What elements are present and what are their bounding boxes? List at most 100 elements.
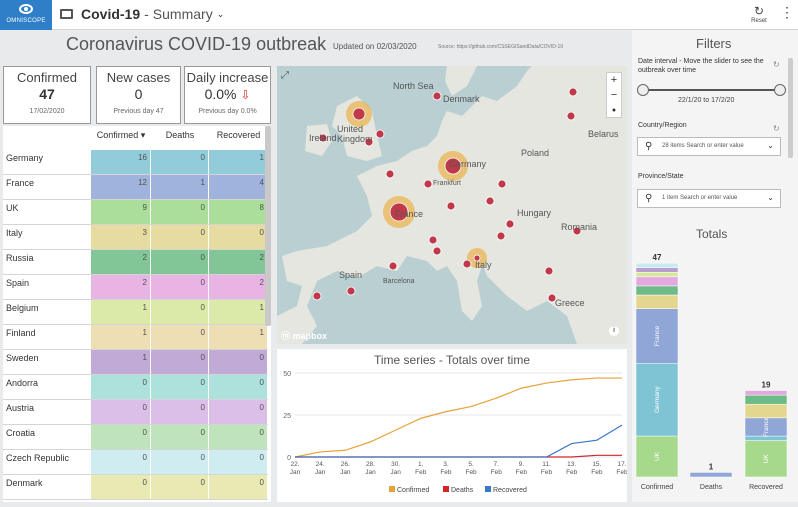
date-slider-track[interactable] — [643, 89, 781, 91]
bar-segment-other[interactable] — [635, 262, 679, 268]
bar-segment-uk[interactable] — [744, 440, 788, 478]
map-label: Greece — [555, 298, 585, 308]
bar-segment-france[interactable] — [689, 472, 733, 478]
bar-segment-germany[interactable] — [635, 363, 679, 437]
time-series-chart[interactable]: 0255022.Jan24.Jan26.Jan28.Jan30.Jan1.Feb… — [277, 349, 628, 502]
x-tick-label: 7. — [494, 461, 500, 468]
deaths-cell: 1 — [151, 175, 209, 199]
refresh-icon[interactable]: ↻ — [773, 124, 780, 133]
project-title[interactable]: Covid-19 - Summary ⌄ — [60, 6, 224, 22]
country-bubble[interactable] — [485, 196, 495, 206]
province-select[interactable]: ⚲ 1 item Search or enter value ⌄ — [637, 189, 781, 208]
country-bubble[interactable] — [462, 259, 472, 269]
country-name: Finland — [6, 328, 36, 338]
series-line-recovered[interactable] — [295, 424, 623, 458]
filters-title: Filters — [696, 36, 732, 51]
legend-swatch — [389, 486, 395, 492]
col-confirmed[interactable]: Confirmed ▾ — [91, 130, 151, 148]
kpi-new-cases: New cases 0 Previous day 47 — [96, 66, 181, 124]
country-bubble[interactable] — [352, 107, 366, 121]
table-row[interactable]: Austria 0 0 0 — [3, 400, 268, 425]
table-row[interactable]: Croatia 0 0 0 — [3, 425, 268, 450]
bar-segment-uk[interactable] — [635, 435, 679, 478]
map-label: Frankfurt — [433, 180, 462, 187]
legend-label[interactable]: Recovered — [493, 487, 527, 494]
country-bubble[interactable] — [568, 87, 578, 97]
page-subtitle: Summary — [152, 6, 213, 22]
refresh-icon[interactable]: ↻ — [773, 60, 780, 69]
country-bubble[interactable] — [346, 286, 356, 296]
country-bubble[interactable] — [446, 201, 456, 211]
slider-start-handle[interactable] — [637, 84, 649, 96]
table-row[interactable]: Germany 16 0 1 — [3, 150, 268, 175]
zoom-in-button[interactable]: + — [610, 74, 618, 86]
table-row[interactable]: Italy 3 0 0 — [3, 225, 268, 250]
country-bubble[interactable] — [544, 266, 554, 276]
slider-end-handle[interactable] — [774, 84, 786, 96]
omniscope-logo[interactable]: OMNISCOPE — [0, 0, 52, 30]
recovered-cell: 2 — [209, 275, 268, 299]
more-menu-icon[interactable]: ⋮ — [780, 4, 794, 20]
x-tick-label: 26. — [341, 461, 350, 468]
x-tick-label: 30. — [391, 461, 400, 468]
reset-button[interactable]: ↻ Reset — [748, 4, 770, 24]
table-row[interactable]: Finland 1 0 1 — [3, 325, 268, 350]
bar-segment-other[interactable] — [744, 403, 788, 419]
expand-icon[interactable]: ⤢ — [281, 70, 289, 81]
country-bubble[interactable] — [385, 169, 395, 179]
country-bubble[interactable] — [428, 235, 438, 245]
country-bubble[interactable] — [388, 261, 398, 271]
col-recovered[interactable]: Recovered — [216, 130, 261, 140]
country-bubble[interactable] — [497, 179, 507, 189]
table-row[interactable]: Denmark 0 0 0 — [3, 475, 268, 500]
country-select[interactable]: ⚲ 28 items Search or enter value ⌄ — [637, 137, 781, 156]
country-bubble[interactable] — [444, 157, 462, 175]
table-row[interactable]: Sweden 1 0 0 — [3, 350, 268, 375]
country-bubble[interactable] — [473, 254, 481, 262]
bar-segment-other[interactable] — [635, 276, 679, 287]
filters-scrollbar[interactable] — [788, 58, 793, 158]
country-bubble[interactable] — [375, 129, 385, 139]
table-row[interactable]: Andorra 0 0 0 — [3, 375, 268, 400]
series-line-confirmed[interactable] — [294, 377, 622, 458]
bar-segment-other[interactable] — [635, 285, 679, 296]
arrow-down-icon: ⇩ — [240, 88, 251, 102]
table-row[interactable]: Belgium 1 0 1 — [3, 300, 268, 325]
country-bubble[interactable] — [432, 246, 442, 256]
legend-label[interactable]: Confirmed — [397, 487, 429, 494]
bar-segment-other[interactable] — [635, 267, 679, 273]
country-bubble[interactable] — [432, 91, 442, 101]
totals-chart[interactable]: UK Germany France 47 Confirmed 1 Deaths UK Franc… — [632, 245, 798, 495]
bar-segment-other[interactable] — [744, 394, 788, 405]
bar-segment-other[interactable] — [635, 294, 679, 309]
table-row[interactable]: France 12 1 4 — [3, 175, 268, 200]
table-row[interactable]: Czech Republic 0 0 0 — [3, 450, 268, 475]
compass-button[interactable]: ● — [611, 107, 617, 114]
country-bubble[interactable] — [318, 133, 328, 143]
legend-label[interactable]: Deaths — [451, 487, 474, 494]
info-icon[interactable]: i — [609, 326, 619, 336]
table-row[interactable]: Spain 2 0 2 — [3, 275, 268, 300]
x-tick-label: Feb — [465, 469, 477, 476]
zoom-out-button[interactable]: − — [610, 89, 618, 101]
map-view[interactable]: North Sea Denmark Belarus Ireland United… — [277, 66, 627, 344]
report-grid-icon — [60, 9, 73, 19]
country-bubble[interactable] — [496, 231, 506, 241]
country-bubble[interactable] — [423, 179, 433, 189]
bar-segment-other[interactable] — [635, 272, 679, 278]
country-bubble[interactable] — [312, 291, 322, 301]
bar-segment-other[interactable] — [744, 390, 788, 396]
country-bubble[interactable] — [505, 219, 515, 229]
col-deaths[interactable]: Deaths — [165, 130, 195, 140]
country-bubble[interactable] — [566, 111, 576, 121]
country-bubble[interactable] — [389, 202, 409, 222]
table-row[interactable]: UK 9 0 8 — [3, 200, 268, 225]
x-tick-label: Feb — [491, 469, 503, 476]
land-ireland — [305, 124, 332, 156]
table-row[interactable]: Russia 2 0 2 — [3, 250, 268, 275]
country-bubble[interactable] — [572, 226, 582, 236]
table-scrollbar[interactable] — [265, 126, 271, 326]
country-bubble[interactable] — [364, 137, 374, 147]
source-link[interactable]: Source: https://github.com/CSSEGISandDat… — [438, 44, 564, 50]
country-bubble[interactable] — [547, 293, 557, 303]
